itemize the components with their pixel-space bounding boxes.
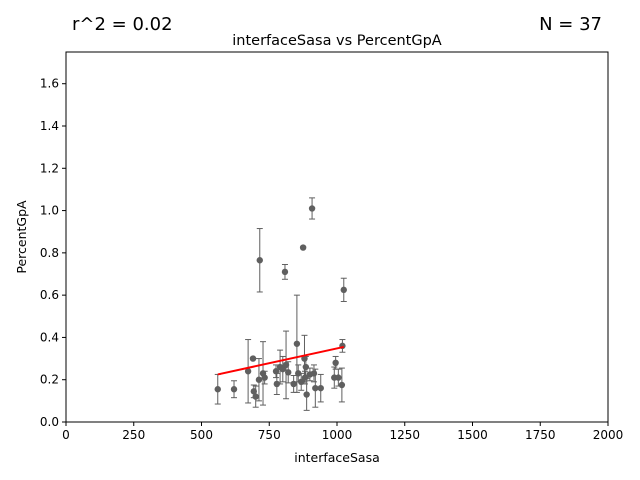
data-point	[250, 388, 258, 395]
data-point	[299, 244, 307, 251]
data-point	[298, 378, 305, 386]
data-point	[290, 380, 297, 388]
plot-area	[214, 197, 347, 411]
y-tick-label: 1.2	[40, 161, 59, 175]
data-point	[293, 340, 301, 347]
y-tick-label: 1.0	[40, 204, 59, 218]
chart-title: interfaceSasa vs PercentGpA	[232, 33, 442, 49]
r-squared-stat: r^2 = 0.02	[72, 14, 173, 35]
data-point	[261, 374, 268, 381]
data-point	[303, 391, 310, 398]
x-tick-label: 1750	[525, 428, 556, 442]
data-point	[312, 384, 319, 392]
y-tick-label: 1.4	[40, 119, 59, 133]
regression-line	[217, 345, 344, 376]
y-tick-label: 0.8	[40, 246, 59, 260]
y-tick-label: 0.2	[40, 373, 59, 387]
data-point	[256, 257, 263, 264]
data-point	[249, 355, 257, 362]
axis-ticks: 0 250 500 750 1000 1250 1500 1750 2000 0.0 0.2 0.4 0…	[40, 77, 623, 442]
x-tick-label: 250	[122, 428, 145, 442]
x-tick-label: 1250	[389, 428, 420, 442]
data-point	[272, 368, 280, 375]
y-tick-label: 1.6	[40, 77, 59, 91]
x-axis-label: interfaceSasa	[294, 450, 380, 465]
x-tick-label: 500	[190, 428, 213, 442]
x-tick-label: 1500	[457, 428, 488, 442]
sample-size-stat: N = 37	[539, 14, 602, 35]
data-point	[255, 376, 263, 383]
data-point	[244, 368, 252, 375]
y-axis-label: PercentGpA	[14, 200, 29, 274]
data-point	[310, 370, 318, 377]
x-tick-label: 2000	[593, 428, 624, 442]
data-point	[214, 386, 221, 393]
data-point	[335, 374, 342, 381]
data-point	[302, 363, 310, 371]
x-tick-label: 0	[62, 428, 70, 442]
data-point	[308, 205, 316, 212]
data-point	[285, 369, 292, 376]
data-point	[340, 286, 347, 294]
data-point	[230, 386, 238, 393]
data-point	[317, 384, 324, 392]
x-tick-label: 1000	[322, 428, 353, 442]
x-tick-label: 750	[258, 428, 281, 442]
data-point	[282, 361, 290, 369]
data-point	[252, 393, 259, 400]
data-point	[301, 355, 308, 362]
data-point	[338, 381, 346, 389]
data-point	[281, 268, 289, 276]
data-point	[295, 370, 302, 377]
y-tick-label: 0.4	[40, 330, 59, 344]
data-point	[332, 359, 339, 366]
data-point	[273, 380, 281, 388]
data-point	[301, 374, 309, 381]
y-tick-label: 0.0	[40, 415, 59, 429]
y-tick-label: 0.6	[40, 288, 59, 302]
